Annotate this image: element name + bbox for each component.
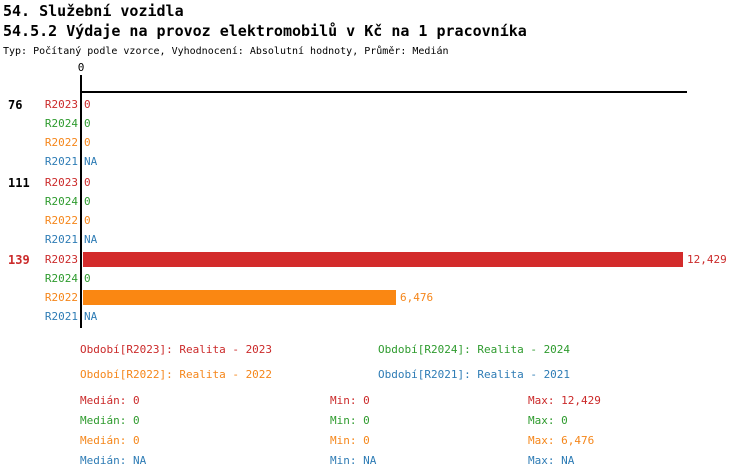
chart-row: R2021 NA: [0, 307, 750, 326]
row-value: 0: [84, 176, 91, 189]
bar-value-label: 12,429: [687, 253, 727, 266]
chart-row: R2023 0: [0, 95, 750, 114]
stat-median-r2024: Medián: 0: [80, 414, 140, 427]
chart-row: R2024 0: [0, 192, 750, 211]
series-label: R2023: [44, 253, 78, 266]
series-label: R2024: [44, 272, 78, 285]
chart-row: R2024 0: [0, 114, 750, 133]
axis-zero-tick-label: 0: [77, 61, 85, 74]
chart-title: 54.5.2 Výdaje na provoz elektromobilů v …: [3, 22, 527, 40]
group-label: 139: [8, 253, 30, 267]
stat-max-r2022: Max: 6,476: [528, 434, 595, 447]
series-label: R2024: [44, 117, 78, 130]
row-value: 0: [84, 117, 91, 130]
legend-item-r2022: Období[R2022]: Realita - 2022: [80, 368, 273, 381]
stat-min-r2024: Min: 0: [330, 414, 370, 427]
row-value: 0: [84, 214, 91, 227]
chart-row: R2021 NA: [0, 152, 750, 171]
row-value: NA: [84, 155, 98, 168]
chart-row: R2022 0: [0, 211, 750, 230]
row-value: 0: [84, 195, 91, 208]
x-axis-line: [80, 91, 687, 93]
stat-min-r2023: Min: 0: [330, 394, 370, 407]
legend-item-r2021: Období[R2021]: Realita - 2021: [378, 368, 571, 381]
row-value: NA: [84, 310, 98, 323]
row-value: NA: [84, 233, 98, 246]
stat-median-r2023: Medián: 0: [80, 394, 140, 407]
series-label: R2024: [44, 195, 78, 208]
row-value: 0: [84, 136, 91, 149]
legend-item-r2024: Období[R2024]: Realita - 2024: [378, 343, 571, 356]
series-label: R2021: [44, 155, 78, 168]
chart-meta: Typ: Počítaný podle vzorce, Vyhodnocení:…: [3, 46, 449, 57]
chart-row: R2022 6,476: [0, 288, 750, 307]
bar-value-label: 6,476: [400, 291, 434, 304]
chart-group-111: 111 R2023 0 R2024 0 R2022 0 R2021 NA: [0, 173, 750, 249]
bar-r2022: [83, 290, 396, 305]
series-label: R2023: [44, 98, 78, 111]
stat-max-r2021: Max: NA: [528, 454, 575, 467]
series-label: R2022: [44, 214, 78, 227]
stat-median-r2021: Medián: NA: [80, 454, 147, 467]
stat-min-r2021: Min: NA: [330, 454, 377, 467]
series-label: R2021: [44, 233, 78, 246]
group-label: 76: [8, 98, 23, 112]
stat-min-r2022: Min: 0: [330, 434, 370, 447]
chart-row: R2022 0: [0, 133, 750, 152]
series-label: R2022: [44, 291, 78, 304]
chart-row: R2021 NA: [0, 230, 750, 249]
bar-r2023: [83, 252, 683, 267]
chart-group-76: 76 R2023 0 R2024 0 R2022 0 R2021 NA: [0, 95, 750, 171]
series-label: R2022: [44, 136, 78, 149]
stat-max-r2023: Max: 12,429: [528, 394, 601, 407]
series-label: R2023: [44, 176, 78, 189]
chart-row: R2024 0: [0, 269, 750, 288]
section-title: 54. Služební vozidla: [3, 2, 184, 20]
stat-median-r2022: Medián: 0: [80, 434, 140, 447]
row-value: 0: [84, 98, 91, 111]
group-label: 111: [8, 176, 30, 190]
legend-item-r2023: Období[R2023]: Realita - 2023: [80, 343, 273, 356]
y-axis-line: [80, 75, 82, 328]
stat-max-r2024: Max: 0: [528, 414, 568, 427]
chart-group-139: 139 R2023 12,429 R2024 0 R2022 6,476 R20…: [0, 250, 750, 326]
chart-row: R2023 12,429: [0, 250, 750, 269]
series-label: R2021: [44, 310, 78, 323]
row-value: 0: [84, 272, 91, 285]
chart-row: R2023 0: [0, 173, 750, 192]
